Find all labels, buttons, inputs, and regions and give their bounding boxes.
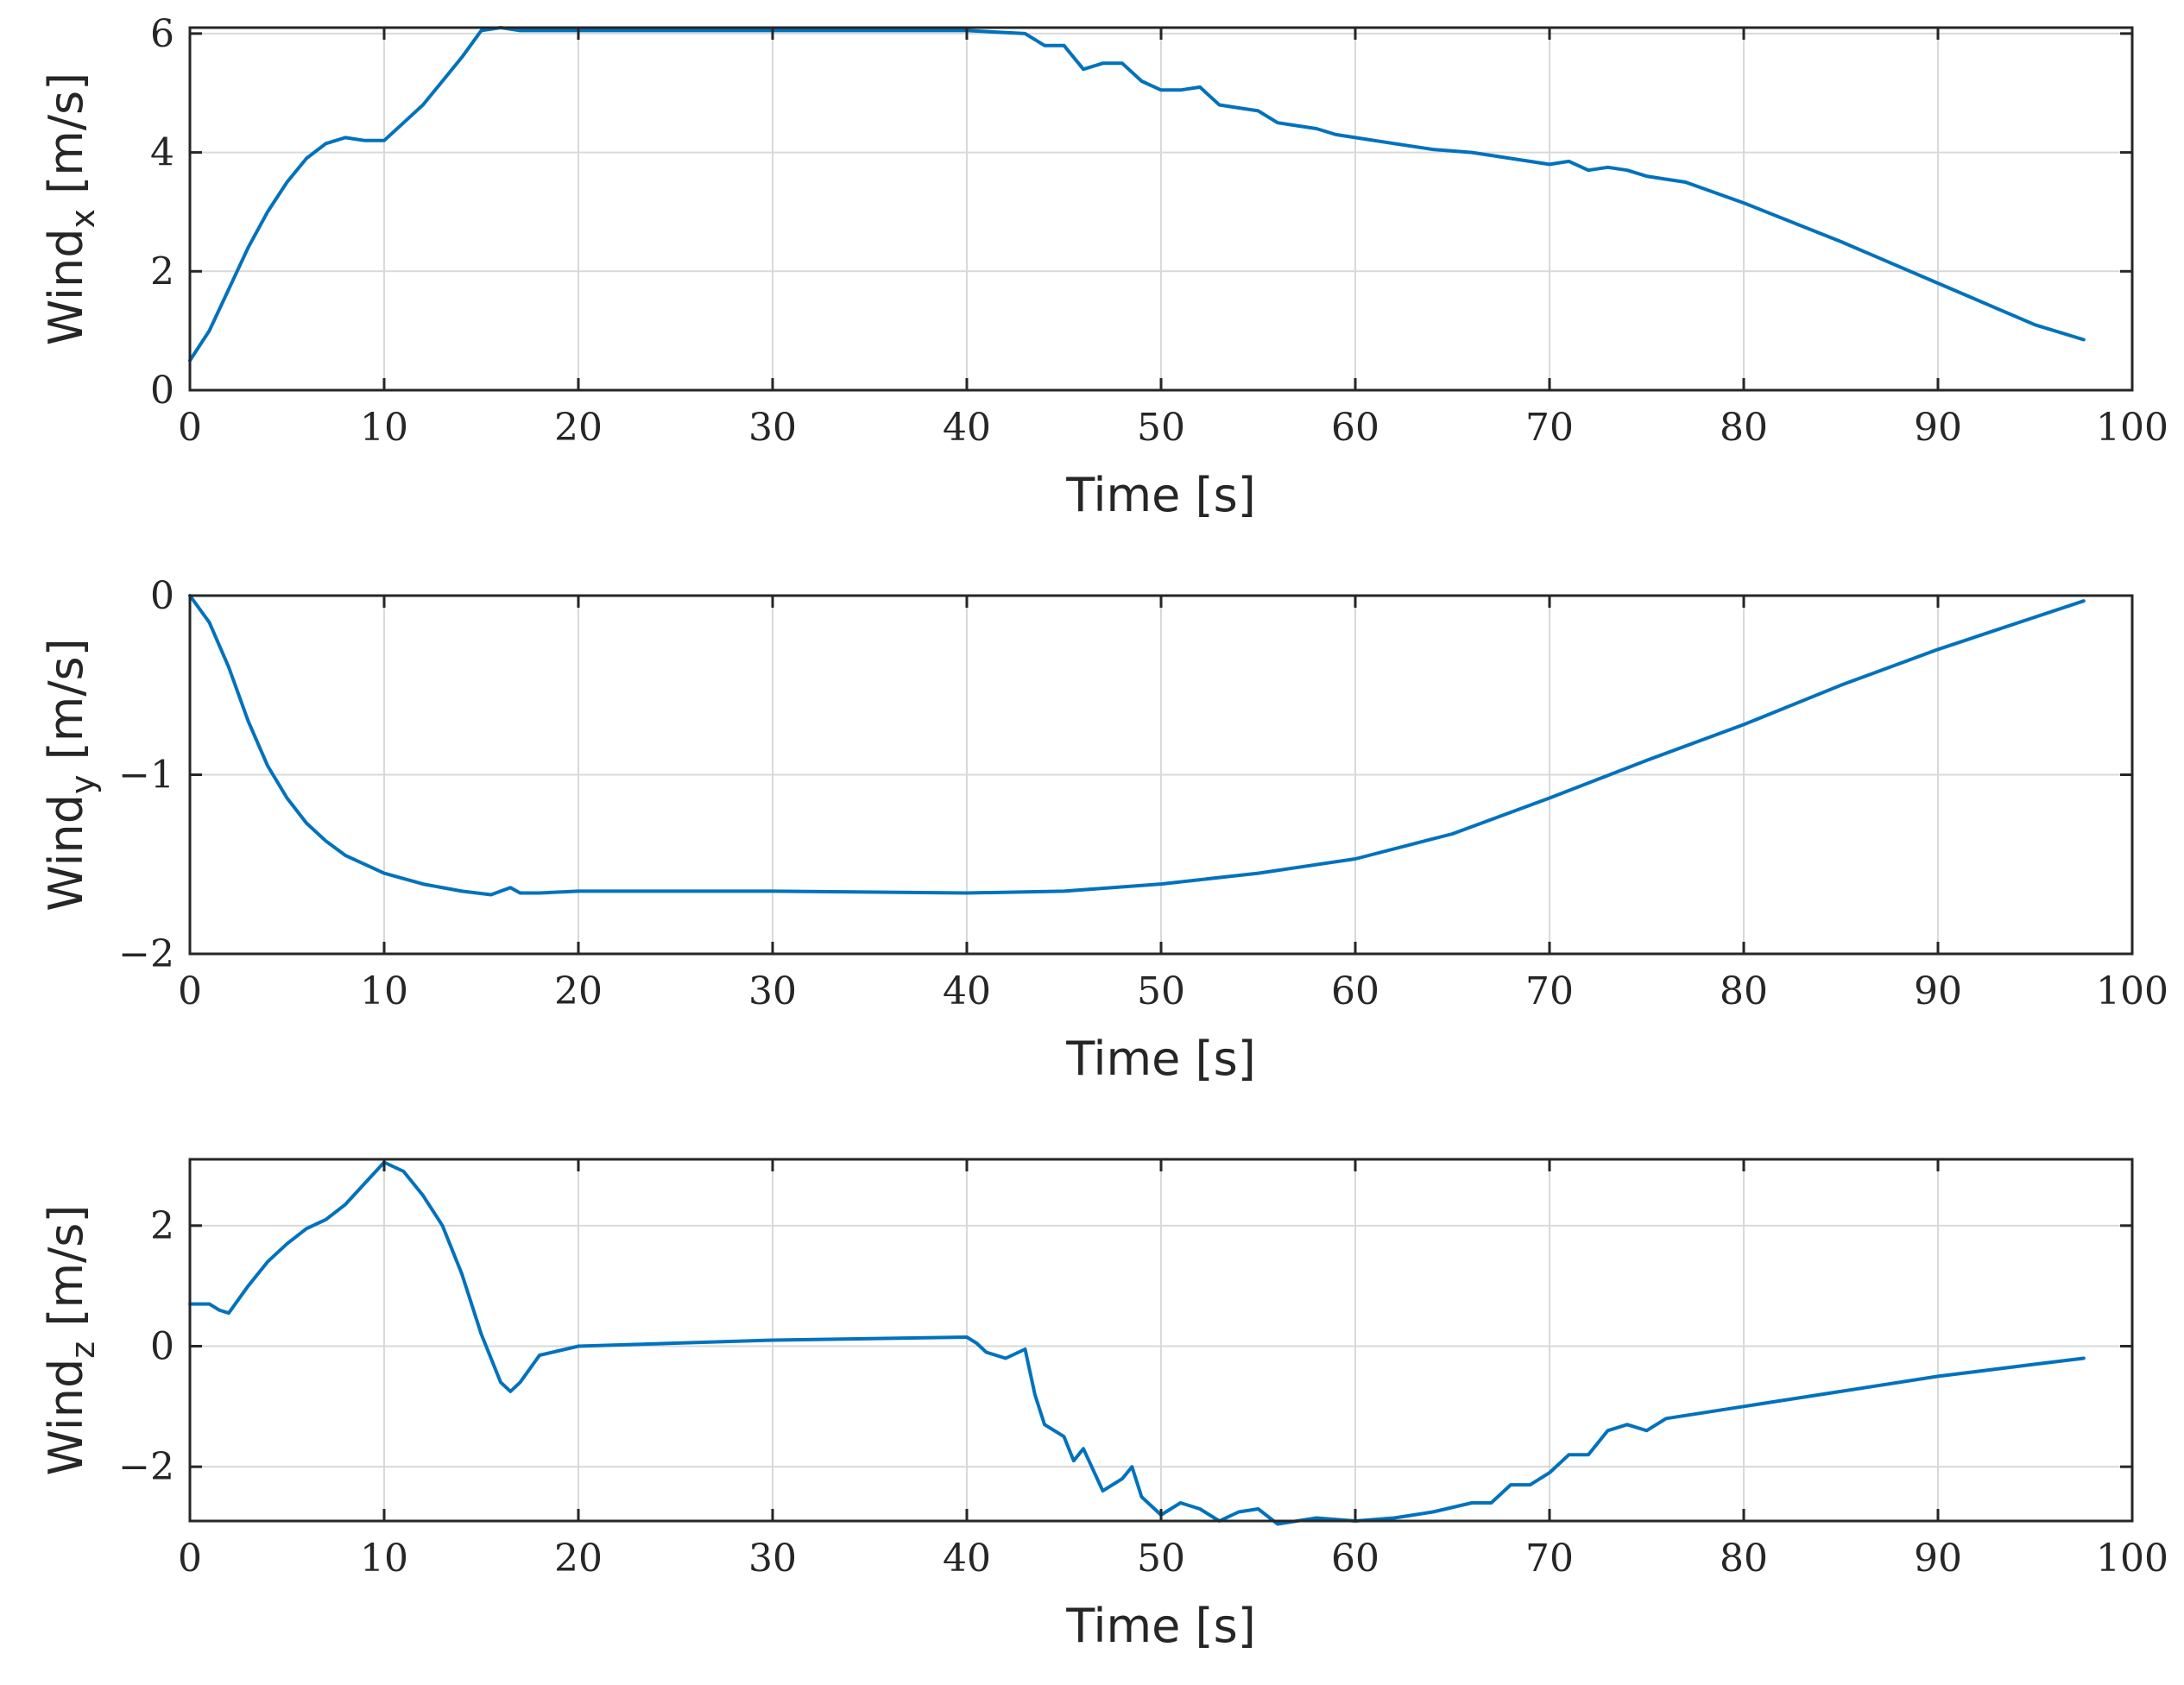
x-tick-label: 20: [554, 1537, 603, 1581]
y-tick-label: 4: [150, 131, 174, 175]
y-axis-label-unit: [m/s]: [39, 73, 93, 209]
x-tick-label: 80: [1720, 969, 1768, 1013]
x-tick-label: 90: [1914, 1537, 1962, 1581]
x-tick-label: 30: [748, 406, 797, 450]
panel-3: 0 10 20 30 40 50 60 70 80 90 100 −2 0 2 Time [s] Windz …: [39, 1158, 2168, 1653]
y-tick-label: −2: [118, 1445, 174, 1489]
x-tick-label: 30: [748, 969, 797, 1013]
y-tick-label: 0: [150, 574, 174, 618]
panel-2: 0 10 20 30 40 50 60 70 80 90 100 −2 −1 0 Time [s] Windy…: [39, 574, 2168, 1086]
x-tick-label: 0: [178, 969, 202, 1013]
x-tick-label: 40: [943, 406, 991, 450]
x-tick-label: 70: [1525, 1537, 1574, 1581]
x-tick-label: 20: [554, 406, 603, 450]
y-tick-label: 2: [150, 1204, 174, 1248]
y-axis-label: Windy [m/s]: [39, 638, 102, 911]
x-tick-label: 80: [1720, 1537, 1768, 1581]
x-tick-label: 80: [1720, 406, 1768, 450]
y-tick-label: 6: [150, 12, 174, 56]
x-tick-label: 20: [554, 969, 603, 1013]
x-tick-label: 50: [1137, 969, 1185, 1013]
x-tick-label: 50: [1137, 406, 1185, 450]
y-axis-label-subscript: z: [64, 1341, 102, 1359]
x-tick-label: 10: [360, 406, 408, 450]
y-tick-label: 2: [150, 249, 174, 293]
x-tick-label: 70: [1525, 969, 1574, 1013]
y-axis-label-unit: [m/s]: [39, 638, 93, 774]
x-axis-label: Time [s]: [1065, 1599, 1256, 1653]
y-tick-label: 0: [150, 1324, 174, 1368]
x-tick-label: 0: [178, 1537, 202, 1581]
x-tick-label: 10: [360, 1537, 408, 1581]
series-line-1: [188, 1160, 2086, 1526]
y-axis-label-subscript: x: [64, 209, 102, 229]
x-tick-label: 70: [1525, 406, 1574, 450]
x-tick-label: 60: [1331, 969, 1379, 1013]
x-tick-label: 40: [943, 1537, 991, 1581]
series-line-1: [188, 26, 2086, 363]
y-tick-label: −1: [118, 754, 174, 798]
panel-1: 0 10 20 30 40 50 60 70 80 90 100 0 2 4 6 Time [s] Windx …: [39, 12, 2168, 522]
y-tick-label: 0: [150, 369, 174, 413]
x-tick-label: 90: [1914, 406, 1962, 450]
x-tick-label: 50: [1137, 1537, 1185, 1581]
x-tick-label: 30: [748, 1537, 797, 1581]
y-axis-label-subscript: y: [64, 775, 102, 795]
x-tick-label: 100: [2096, 969, 2168, 1013]
x-tick-label: 10: [360, 969, 408, 1013]
x-tick-label: 60: [1331, 406, 1379, 450]
y-axis-label-main: Wind: [39, 794, 93, 912]
x-tick-label: 90: [1914, 969, 1962, 1013]
y-axis-label: Windx [m/s]: [39, 73, 102, 345]
x-tick-label: 40: [943, 969, 991, 1013]
y-axis-label-unit: [m/s]: [39, 1205, 93, 1341]
x-tick-label: 60: [1331, 1537, 1379, 1581]
x-axis-label: Time [s]: [1065, 468, 1256, 522]
x-axis-label: Time [s]: [1065, 1032, 1256, 1086]
x-tick-label: 100: [2096, 406, 2168, 450]
y-axis-label-main: Wind: [39, 1359, 93, 1476]
y-axis-label-main: Wind: [39, 229, 93, 346]
x-tick-label: 0: [178, 406, 202, 450]
y-axis-label: Windz [m/s]: [39, 1205, 102, 1476]
series-line-1: [188, 594, 2086, 897]
x-tick-label: 100: [2096, 1537, 2168, 1581]
y-tick-label: −2: [118, 932, 174, 976]
